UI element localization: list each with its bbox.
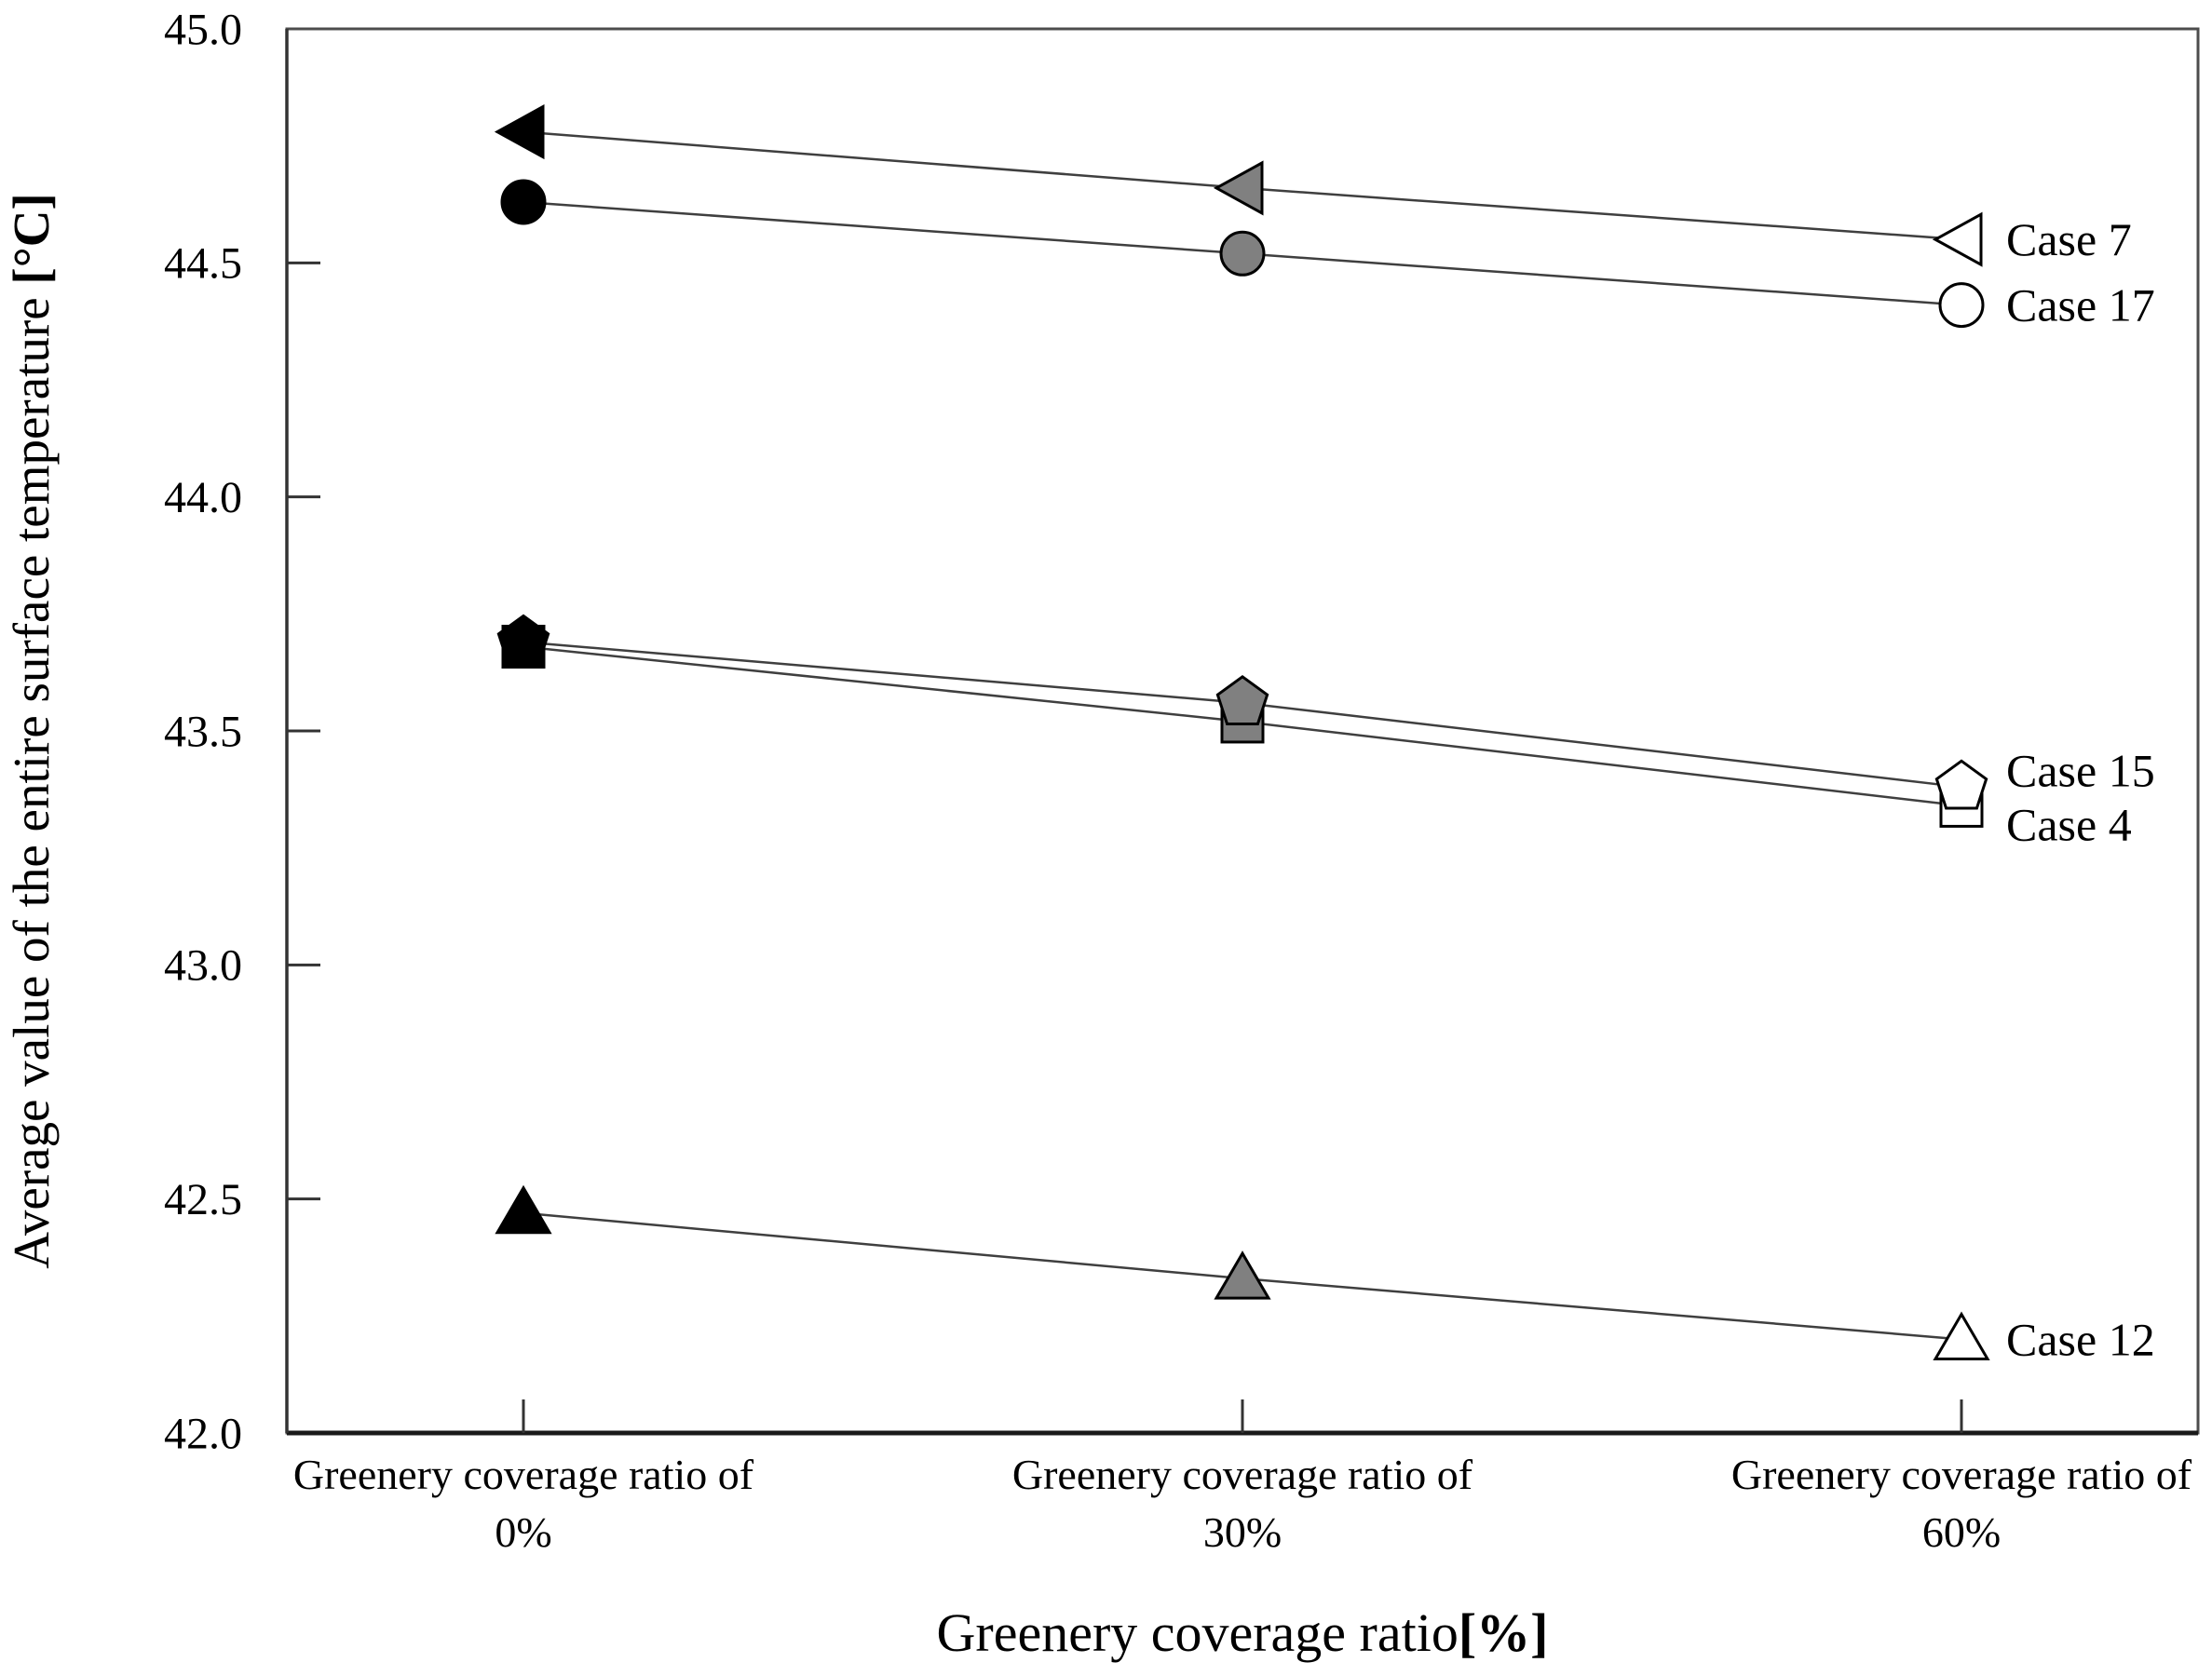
x-category-label-line1: Greenery coverage ratio of <box>1731 1451 2192 1498</box>
y-axis-tick-label: 45.0 <box>164 5 242 54</box>
y-axis-tick-label: 44.0 <box>164 473 242 522</box>
legend-label-case-15: Case 15 <box>2006 744 2155 796</box>
marker-triangle-up-case-12-1 <box>1214 1250 1271 1300</box>
x-category-label-line1: Greenery coverage ratio of <box>1012 1451 1473 1498</box>
legend-label-case-12: Case 12 <box>2006 1313 2155 1365</box>
marker-triangle-up-case-12-0 <box>495 1184 552 1235</box>
legend-label-case-4: Case 4 <box>2006 798 2132 850</box>
x-axis-title: Greenery coverage ratio[%] <box>937 1602 1549 1663</box>
marker-triangle-up-case-12-2 <box>1933 1311 1990 1360</box>
y-axis-tick-label: 43.5 <box>164 707 242 756</box>
marker-triangle-left-case-7-0 <box>494 104 545 160</box>
legend-label-case-7: Case 7 <box>2006 213 2132 265</box>
marker-circle-case-17-1 <box>1219 230 1266 277</box>
legend-label-case-17: Case 17 <box>2006 279 2155 331</box>
x-category-label-line1: Greenery coverage ratio of <box>293 1451 754 1498</box>
x-category-label-line2: 0% <box>495 1508 551 1556</box>
marker-pentagon-case-15-0 <box>496 614 550 665</box>
y-axis-tick-label: 42.0 <box>164 1409 242 1458</box>
marker-pentagon-case-15-2 <box>1934 759 1988 810</box>
y-axis-title: Average value of the entire surface temp… <box>3 193 60 1269</box>
y-axis-tick-label: 42.5 <box>164 1175 242 1224</box>
marker-triangle-left-case-7-2 <box>1932 211 1983 267</box>
marker-circle-case-17-2 <box>1938 282 1985 329</box>
x-category-label-line2: 60% <box>1922 1508 2001 1556</box>
y-axis-tick-label: 43.0 <box>164 941 242 991</box>
x-category-label-line2: 30% <box>1203 1508 1282 1556</box>
marker-pentagon-case-15-1 <box>1215 674 1269 725</box>
marker-circle-case-17-0 <box>500 179 547 225</box>
y-axis-tick-label: 44.5 <box>164 239 242 289</box>
marker-triangle-left-case-7-1 <box>1213 160 1264 216</box>
